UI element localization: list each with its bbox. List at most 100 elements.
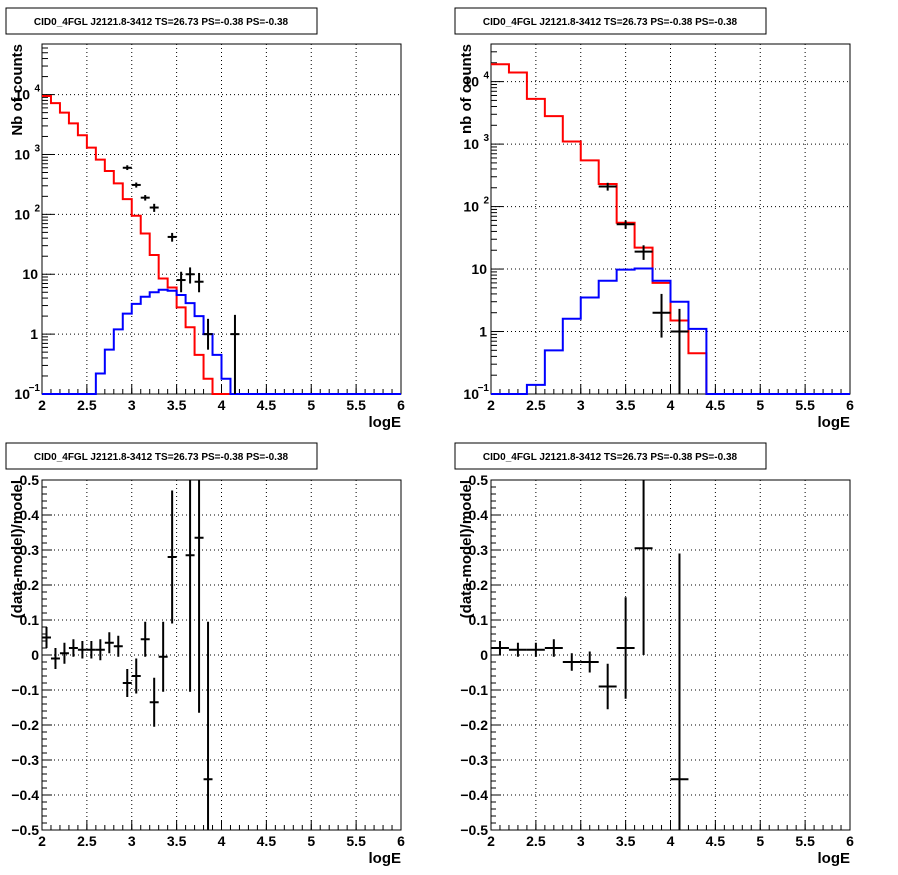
title-counts-right: CID0_4FGL J2121.8-3412 TS=26.73 PS=-0.38… — [483, 17, 738, 28]
y-tick-label: 10 — [463, 136, 479, 152]
x-tick-label: 6 — [846, 833, 854, 849]
y-tick-label: 1 — [30, 326, 38, 342]
y-tick-label: 0.5 — [20, 472, 40, 488]
x-tick-label: 5.5 — [795, 833, 815, 849]
title-box-counts-right — [454, 7, 767, 35]
y-tick-label: 0.2 — [20, 577, 40, 593]
x-tick-label: 3.5 — [616, 833, 636, 849]
title-residual-left: CID0_4FGL J2121.8-3412 TS=26.73 PS=-0.38… — [34, 452, 289, 463]
x-tick-label: 4 — [667, 397, 675, 413]
x-tick-label: 5 — [307, 833, 315, 849]
y-tick-label: −0.2 — [11, 717, 39, 733]
y-tick-exponent: 2 — [483, 196, 489, 207]
x-tick-label: 3 — [577, 397, 585, 413]
model-histogram — [42, 288, 401, 395]
x-tick-label: 2.5 — [526, 833, 546, 849]
y-tick-label: 1 — [479, 324, 487, 340]
x-tick-label: 2 — [38, 833, 46, 849]
y-tick-label: 0.4 — [469, 507, 489, 523]
x-tick-label: 6 — [397, 833, 405, 849]
y-tick-label: 10 — [463, 386, 479, 402]
x-tick-label: 5.5 — [346, 397, 366, 413]
y-tick-label: −0.1 — [11, 682, 39, 698]
x-tick-label: 2.5 — [77, 833, 97, 849]
x-tick-label: 2.5 — [526, 397, 546, 413]
x-tick-label: 5.5 — [795, 397, 815, 413]
x-tick-label: 6 — [397, 397, 405, 413]
x-axis-label: logE — [369, 850, 402, 867]
y-tick-exponent: 4 — [34, 84, 40, 95]
x-tick-label: 3.5 — [616, 397, 636, 413]
y-tick-label: 10 — [463, 199, 479, 215]
model-histogram — [42, 94, 401, 395]
y-tick-exponent: 2 — [34, 203, 40, 214]
y-tick-exponent: 3 — [483, 133, 489, 144]
y-tick-label: 10 — [471, 261, 487, 277]
x-axis-label: logE — [818, 414, 851, 431]
x-tick-label: 4.5 — [706, 833, 726, 849]
x-tick-label: 3 — [128, 833, 136, 849]
y-tick-label: 0 — [480, 647, 488, 663]
x-tick-label: 5 — [307, 397, 315, 413]
x-tick-label: 4 — [218, 833, 226, 849]
title-residual-right: CID0_4FGL J2121.8-3412 TS=26.73 PS=-0.38… — [483, 452, 738, 463]
y-tick-label: 10 — [14, 206, 30, 222]
plot-residual-right: 2 2.5 3 3.5 4 4.5 5 5.5 6 −0.5 −0.4 −0.3 −0.2 −0.1 0 0.… — [458, 472, 854, 867]
plot-residual-left: 2 2.5 3 3.5 4 4.5 5 5.5 6 −0.5 −0.4 −0.3 −0.2 −0.1 0 0.… — [9, 472, 405, 867]
x-tick-label: 4.5 — [706, 397, 726, 413]
x-tick-label: 4.5 — [257, 833, 277, 849]
y-tick-label: 0.1 — [469, 612, 489, 628]
title-box-residual-right — [454, 442, 767, 470]
x-tick-label: 4 — [667, 833, 675, 849]
x-tick-label: 5 — [756, 833, 764, 849]
y-tick-label: 10 — [463, 74, 479, 90]
y-axis-label: Nb of counts — [9, 44, 26, 136]
y-tick-label: 10 — [14, 386, 30, 402]
panel-counts-left: CID0_4FGL J2121.8-3412 TS=26.73 PS=-0.38… — [5, 7, 405, 431]
y-tick-exponent: 4 — [483, 71, 489, 82]
x-tick-label: 5.5 — [346, 833, 366, 849]
y-tick-exponent: −1 — [29, 383, 41, 394]
title-box-residual-left — [5, 442, 318, 470]
y-tick-label: 0.3 — [20, 542, 40, 558]
y-tick-label: −0.4 — [460, 787, 488, 803]
x-tick-label: 4.5 — [257, 397, 277, 413]
x-tick-label: 3.5 — [167, 833, 187, 849]
y-axis-label: (data-model)/model — [9, 480, 26, 618]
model-histogram — [491, 267, 850, 395]
y-tick-label: −0.1 — [460, 682, 488, 698]
y-tick-exponent: −1 — [478, 383, 490, 394]
x-tick-label: 5 — [756, 397, 764, 413]
x-tick-label: 2 — [38, 397, 46, 413]
y-tick-label: −0.5 — [460, 822, 488, 838]
panel-counts-right: CID0_4FGL J2121.8-3412 TS=26.73 PS=-0.38… — [454, 7, 854, 431]
panel-residual-left: CID0_4FGL J2121.8-3412 TS=26.73 PS=-0.38… — [5, 442, 405, 867]
y-tick-label: −0.5 — [11, 822, 39, 838]
x-tick-label: 4 — [218, 397, 226, 413]
x-tick-label: 2 — [487, 397, 495, 413]
panel-residual-right: CID0_4FGL J2121.8-3412 TS=26.73 PS=-0.38… — [454, 442, 854, 867]
y-tick-label: 0.3 — [469, 542, 489, 558]
y-tick-label: 0.4 — [20, 507, 40, 523]
x-tick-label: 3 — [128, 397, 136, 413]
y-tick-label: 0.2 — [469, 577, 489, 593]
y-axis-label: (data-model)/model — [458, 480, 475, 618]
x-tick-label: 2 — [487, 833, 495, 849]
x-axis-label: logE — [818, 850, 851, 867]
y-axis-label: nb of counts — [458, 44, 475, 134]
y-tick-label: −0.2 — [460, 717, 488, 733]
y-tick-label: 10 — [14, 146, 30, 162]
x-axis-label: logE — [369, 414, 402, 431]
y-tick-label: 0.1 — [20, 612, 40, 628]
title-box-counts-left — [5, 7, 318, 35]
y-tick-label: 10 — [22, 266, 38, 282]
x-tick-label: 3 — [577, 833, 585, 849]
y-tick-label: −0.4 — [11, 787, 39, 803]
y-tick-exponent: 3 — [34, 143, 40, 154]
y-tick-label: −0.3 — [11, 752, 39, 768]
x-tick-label: 3.5 — [167, 397, 187, 413]
y-tick-label: −0.3 — [460, 752, 488, 768]
